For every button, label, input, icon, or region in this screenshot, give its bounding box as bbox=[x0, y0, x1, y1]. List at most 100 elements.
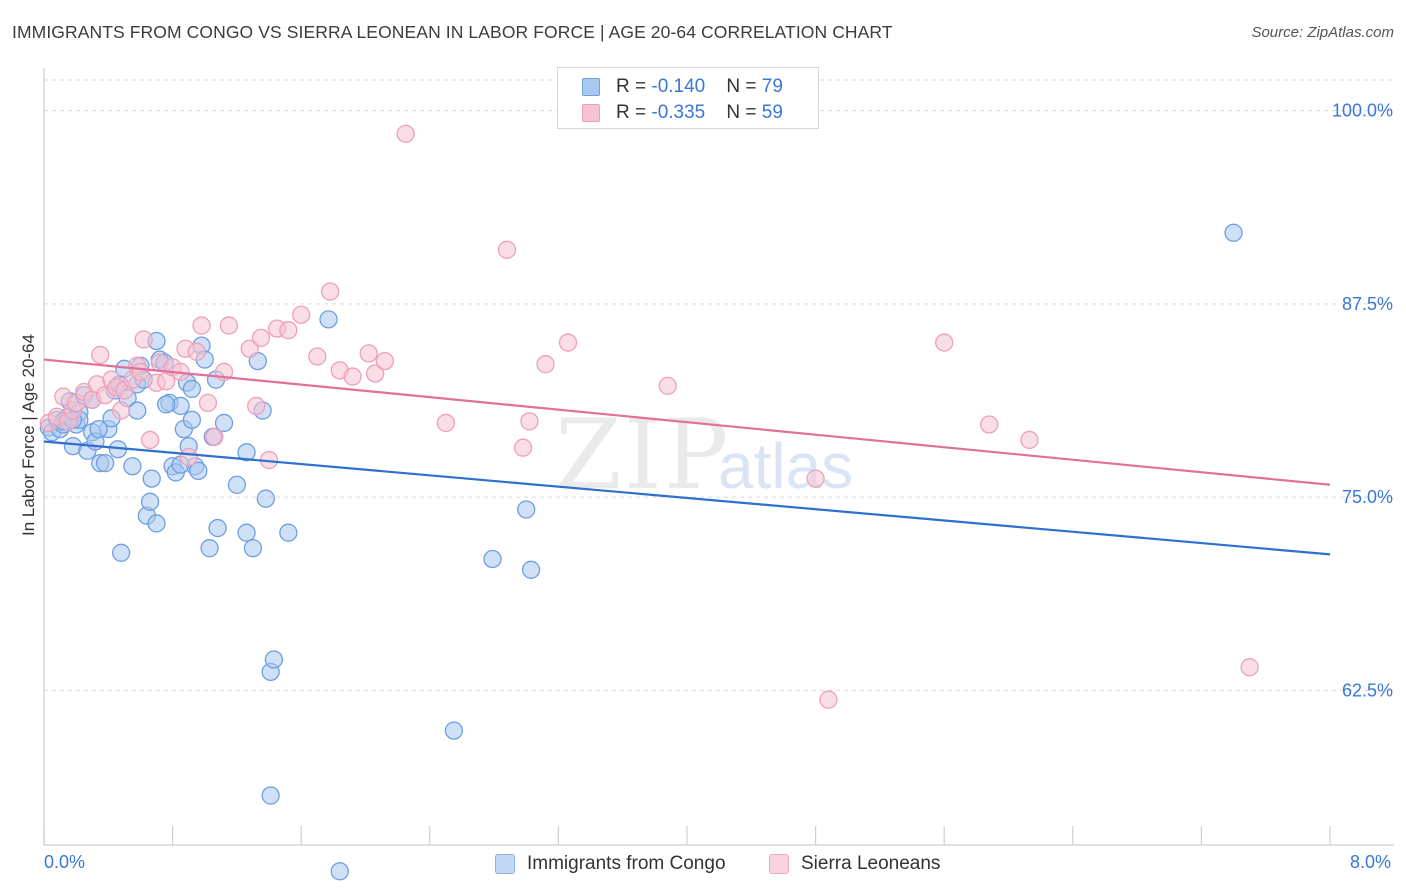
point-sierra bbox=[140, 430, 160, 450]
point-sierra bbox=[292, 305, 311, 324]
point-congo bbox=[147, 514, 166, 533]
point-congo bbox=[182, 379, 202, 399]
points-layer bbox=[39, 124, 1259, 881]
point-sierra bbox=[1020, 430, 1039, 450]
point-congo bbox=[256, 489, 275, 508]
y-tick-label: 100.0% bbox=[1332, 101, 1393, 121]
point-sierra bbox=[112, 401, 131, 420]
point-congo bbox=[142, 469, 161, 488]
legend-swatch-sierra bbox=[769, 854, 789, 874]
point-sierra bbox=[343, 367, 362, 386]
source-credit: Source: ZipAtlas.com bbox=[1251, 24, 1394, 41]
point-sierra bbox=[240, 339, 259, 358]
legend-label-congo: Immigrants from Congo bbox=[527, 853, 726, 874]
point-congo bbox=[1224, 223, 1243, 242]
point-congo bbox=[330, 862, 349, 881]
legend-r-value-congo: -0.140 bbox=[651, 76, 706, 97]
legend-n-label: N = bbox=[726, 76, 762, 97]
point-sierra bbox=[497, 240, 517, 259]
point-sierra bbox=[436, 413, 456, 433]
point-congo bbox=[128, 401, 147, 420]
point-congo bbox=[243, 539, 263, 558]
legend-r-label: R = bbox=[616, 102, 652, 123]
point-congo bbox=[237, 523, 256, 542]
legend-label-sierra: Sierra Leoneans bbox=[801, 853, 941, 874]
point-sierra bbox=[187, 342, 206, 361]
watermark: ZIP atlas bbox=[555, 399, 853, 511]
legend-n-value-sierra: 59 bbox=[761, 102, 783, 123]
point-congo bbox=[264, 650, 284, 669]
legend-swatch-congo bbox=[582, 78, 600, 96]
legend-swatch-congo bbox=[495, 854, 515, 874]
point-sierra bbox=[320, 282, 340, 301]
point-congo bbox=[521, 560, 541, 579]
point-sierra bbox=[359, 344, 378, 363]
y-tick-label: 75.0% bbox=[1342, 487, 1393, 507]
point-sierra bbox=[513, 438, 533, 457]
point-congo bbox=[319, 310, 338, 329]
trend-layer bbox=[43, 358, 1331, 556]
trendline-sierra bbox=[43, 358, 1331, 486]
watermark-atlas: atlas bbox=[718, 430, 853, 502]
series-legend: Immigrants from Congo Sierra Leoneans bbox=[0, 852, 1406, 878]
y-axis-label: In Labor Force | Age 20-64 bbox=[19, 334, 38, 536]
point-sierra bbox=[536, 355, 555, 374]
point-congo bbox=[444, 721, 464, 740]
point-sierra bbox=[375, 351, 394, 371]
point-sierra bbox=[365, 364, 385, 383]
chart-title: IMMIGRANTS FROM CONGO VS SIERRA LEONEAN … bbox=[12, 22, 893, 42]
y-axis-label-wrap: In Labor Force | Age 20-64 bbox=[14, 300, 44, 580]
point-sierra bbox=[91, 345, 110, 365]
point-congo bbox=[189, 461, 208, 481]
point-sierra bbox=[308, 347, 327, 366]
point-sierra bbox=[558, 333, 578, 352]
point-congo bbox=[279, 523, 298, 542]
point-congo bbox=[89, 419, 108, 439]
point-sierra bbox=[198, 393, 218, 412]
point-congo bbox=[261, 786, 280, 805]
point-congo bbox=[157, 395, 176, 414]
point-congo bbox=[227, 475, 247, 494]
legend-r-label: R = bbox=[616, 76, 652, 97]
point-sierra bbox=[219, 316, 239, 335]
point-congo bbox=[140, 492, 160, 511]
point-sierra bbox=[205, 427, 224, 447]
point-sierra bbox=[1240, 658, 1259, 677]
trendline-congo bbox=[43, 440, 1331, 556]
point-sierra bbox=[658, 376, 677, 395]
x-tick-label-min: 0.0% bbox=[44, 852, 86, 872]
point-sierra bbox=[819, 690, 838, 709]
point-sierra bbox=[131, 362, 150, 382]
y-tick-label: 87.5% bbox=[1342, 294, 1393, 314]
point-congo bbox=[123, 457, 142, 476]
point-congo bbox=[214, 413, 234, 433]
point-congo bbox=[200, 539, 219, 558]
point-congo bbox=[483, 549, 502, 569]
y-tick-labels: 62.5% 75.0% 87.5% 100.0% bbox=[1332, 101, 1393, 701]
point-congo bbox=[208, 518, 227, 538]
legend-swatch-sierra bbox=[582, 104, 600, 122]
point-sierra bbox=[247, 396, 266, 416]
point-sierra bbox=[396, 124, 415, 143]
correlation-legend: R = -0.140 N = 79 R = -0.335 N = 59 bbox=[557, 67, 819, 129]
point-congo bbox=[517, 500, 536, 519]
point-congo bbox=[182, 410, 202, 430]
point-congo bbox=[112, 543, 131, 562]
point-sierra bbox=[134, 330, 153, 349]
point-sierra bbox=[251, 328, 271, 348]
point-congo bbox=[237, 443, 256, 462]
point-sierra bbox=[806, 469, 825, 488]
point-sierra bbox=[520, 412, 539, 431]
legend-r-value-sierra: -0.335 bbox=[651, 102, 706, 123]
point-congo bbox=[95, 453, 115, 473]
legend-n-label: N = bbox=[726, 102, 762, 123]
axis-layer bbox=[43, 68, 1394, 846]
point-sierra bbox=[192, 316, 211, 335]
point-sierra bbox=[179, 447, 198, 467]
y-tick-label: 62.5% bbox=[1342, 680, 1393, 700]
legend-n-value-congo: 79 bbox=[761, 76, 783, 97]
point-sierra bbox=[935, 333, 954, 352]
grid-layer bbox=[44, 79, 1394, 691]
x-tick-label-max: 8.0% bbox=[1350, 852, 1392, 872]
